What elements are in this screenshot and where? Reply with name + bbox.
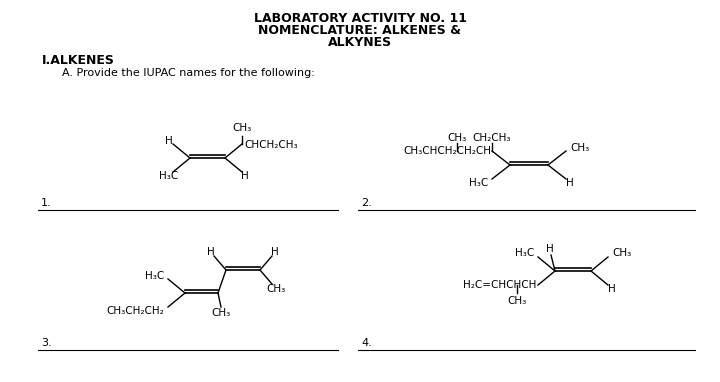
Text: CH₃: CH₃ <box>570 143 589 153</box>
Text: CH₃: CH₃ <box>212 308 230 318</box>
Text: 4.: 4. <box>361 338 372 348</box>
Text: H₃C: H₃C <box>145 271 164 281</box>
Text: NOMENCLATURE: ALKENES &: NOMENCLATURE: ALKENES & <box>258 24 462 37</box>
Text: CH₃CH₂CH₂: CH₃CH₂CH₂ <box>107 306 164 316</box>
Text: A. Provide the IUPAC names for the following:: A. Provide the IUPAC names for the follo… <box>62 68 315 78</box>
Text: CH₃: CH₃ <box>233 123 251 133</box>
Text: H₃C: H₃C <box>469 178 488 188</box>
Text: CH₂CH₃: CH₂CH₃ <box>473 133 511 143</box>
Text: H: H <box>546 244 554 254</box>
Text: H₂C=CHCHCH: H₂C=CHCHCH <box>463 280 536 290</box>
Text: CH₃: CH₃ <box>447 133 467 143</box>
Text: H: H <box>271 247 279 257</box>
Text: LABORATORY ACTIVITY NO. 11: LABORATORY ACTIVITY NO. 11 <box>253 11 467 24</box>
Text: H: H <box>608 284 616 294</box>
Text: H₃C: H₃C <box>515 248 534 258</box>
Text: CH₃CHCH₂CH₂CH: CH₃CHCH₂CH₂CH <box>403 146 491 156</box>
Text: CH₃: CH₃ <box>508 296 526 306</box>
Text: CHCH₂CH₃: CHCH₂CH₃ <box>244 140 297 150</box>
Text: 2.: 2. <box>361 198 372 208</box>
Text: CH₃: CH₃ <box>612 248 631 258</box>
Text: H: H <box>566 178 574 188</box>
Text: 3.: 3. <box>41 338 52 348</box>
Text: ALKYNES: ALKYNES <box>328 36 392 49</box>
Text: H: H <box>165 136 173 146</box>
Text: I.ALKENES: I.ALKENES <box>42 53 115 66</box>
Text: H: H <box>207 247 215 257</box>
Text: 1.: 1. <box>41 198 52 208</box>
Text: CH₃: CH₃ <box>266 284 286 294</box>
Text: H: H <box>241 171 249 181</box>
Text: H₃C: H₃C <box>159 171 179 181</box>
